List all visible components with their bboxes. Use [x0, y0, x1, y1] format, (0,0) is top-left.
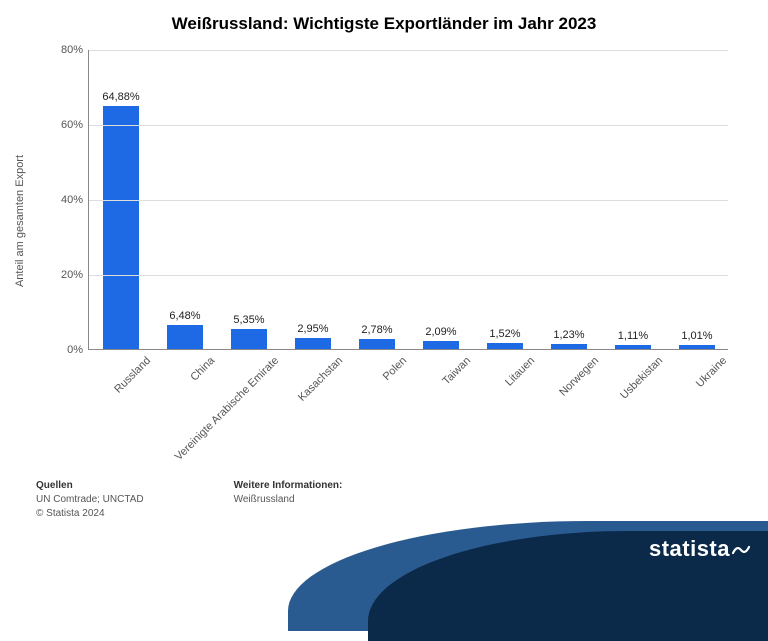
bar: 2,95% — [295, 338, 330, 349]
moreinfo-heading: Weitere Informationen: — [234, 479, 343, 493]
x-tick-label: Ukraine — [688, 349, 729, 390]
bar: 2,09% — [423, 341, 458, 349]
bar-value-label: 5,35% — [233, 314, 264, 329]
statista-logo: statista — [649, 536, 750, 563]
x-tick-label: Norwegen — [551, 349, 601, 399]
bar: 1,52% — [487, 343, 522, 349]
x-tick-label: Kasachstan — [290, 349, 345, 404]
x-tick-label: Usbekistan — [612, 349, 665, 402]
y-tick-label: 40% — [61, 194, 89, 206]
plot-area: 64,88% 6,48% 5,35% 2,95% 2,78% 2,09% 1,52% 1,23… — [88, 50, 728, 350]
x-tick-label: Polen — [375, 349, 409, 383]
grid-line — [89, 200, 728, 201]
bar-value-label: 2,95% — [297, 323, 328, 338]
chart-title: Weißrussland: Wichtigste Exportländer im… — [0, 0, 768, 42]
x-tick-label: Russland — [106, 349, 153, 396]
x-tick-label: China — [182, 349, 216, 383]
sources-heading: Quellen — [36, 479, 144, 493]
bar-value-label: 1,01% — [681, 330, 712, 345]
bar: 5,35% — [231, 329, 266, 349]
bar: 1,01% — [679, 345, 714, 349]
grid-line — [89, 50, 728, 51]
bar: 1,23% — [551, 344, 586, 349]
copyright-text: © Statista 2024 — [36, 507, 144, 521]
logo-text: statista — [649, 536, 730, 561]
bar-value-label: 1,11% — [618, 330, 648, 345]
bar: 2,78% — [359, 339, 394, 349]
bar-value-label: 64,88% — [102, 91, 139, 106]
y-tick-label: 80% — [61, 44, 89, 56]
x-tick-label: Litauen — [497, 349, 537, 389]
bar-value-label: 1,52% — [489, 328, 520, 343]
x-tick-label: Taiwan — [434, 349, 472, 387]
bar-value-label: 2,78% — [361, 324, 392, 339]
bar-value-label: 1,23% — [553, 329, 584, 344]
bar: 64,88% — [103, 106, 138, 349]
y-axis-label: Anteil am gesamten Export — [14, 155, 26, 287]
sources-block: Quellen UN Comtrade; UNCTAD © Statista 2… — [36, 479, 144, 521]
grid-line — [89, 275, 728, 276]
moreinfo-block: Weitere Informationen: Weißrussland — [234, 479, 343, 521]
y-tick-label: 20% — [61, 269, 89, 281]
bar: 6,48% — [167, 325, 202, 349]
grid-line — [89, 125, 728, 126]
chart-area: Anteil am gesamten Export 64,88%6,48%5,3… — [68, 50, 728, 380]
sources-text: UN Comtrade; UNCTAD — [36, 493, 144, 507]
bar-value-label: 6,48% — [169, 310, 200, 325]
moreinfo-text: Weißrussland — [234, 493, 343, 507]
footer: Quellen UN Comtrade; UNCTAD © Statista 2… — [36, 479, 732, 521]
logo-wave-icon — [732, 537, 750, 563]
x-tick-label: Vereinigte Arabische Emirate — [167, 349, 281, 463]
bar: 1,11% — [615, 345, 650, 349]
y-tick-label: 0% — [67, 344, 89, 356]
y-tick-label: 60% — [61, 119, 89, 131]
logo-band: statista — [0, 527, 768, 571]
bar-value-label: 2,09% — [425, 326, 456, 341]
